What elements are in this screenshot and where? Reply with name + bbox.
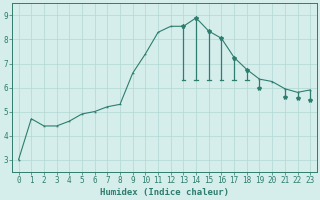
Point [54, 124, 59, 128]
Point [130, 72, 135, 75]
Point [282, 87, 287, 90]
Point [143, 52, 148, 56]
Point [67, 120, 72, 123]
X-axis label: Humidex (Indice chaleur): Humidex (Indice chaleur) [100, 188, 229, 197]
Point [206, 29, 211, 33]
Point [194, 16, 199, 19]
Point [105, 105, 110, 108]
Point [41, 124, 46, 128]
Point [79, 112, 84, 116]
Point [181, 25, 186, 28]
Point [257, 78, 262, 81]
Point [168, 25, 173, 28]
Point [308, 88, 313, 92]
Point [232, 56, 237, 59]
Point [295, 91, 300, 94]
Point [156, 31, 161, 34]
Point [244, 68, 249, 71]
Point [219, 37, 224, 40]
Point [29, 117, 34, 120]
Point [117, 103, 123, 106]
Point [269, 80, 275, 83]
Point [92, 110, 97, 113]
Point [16, 158, 21, 161]
